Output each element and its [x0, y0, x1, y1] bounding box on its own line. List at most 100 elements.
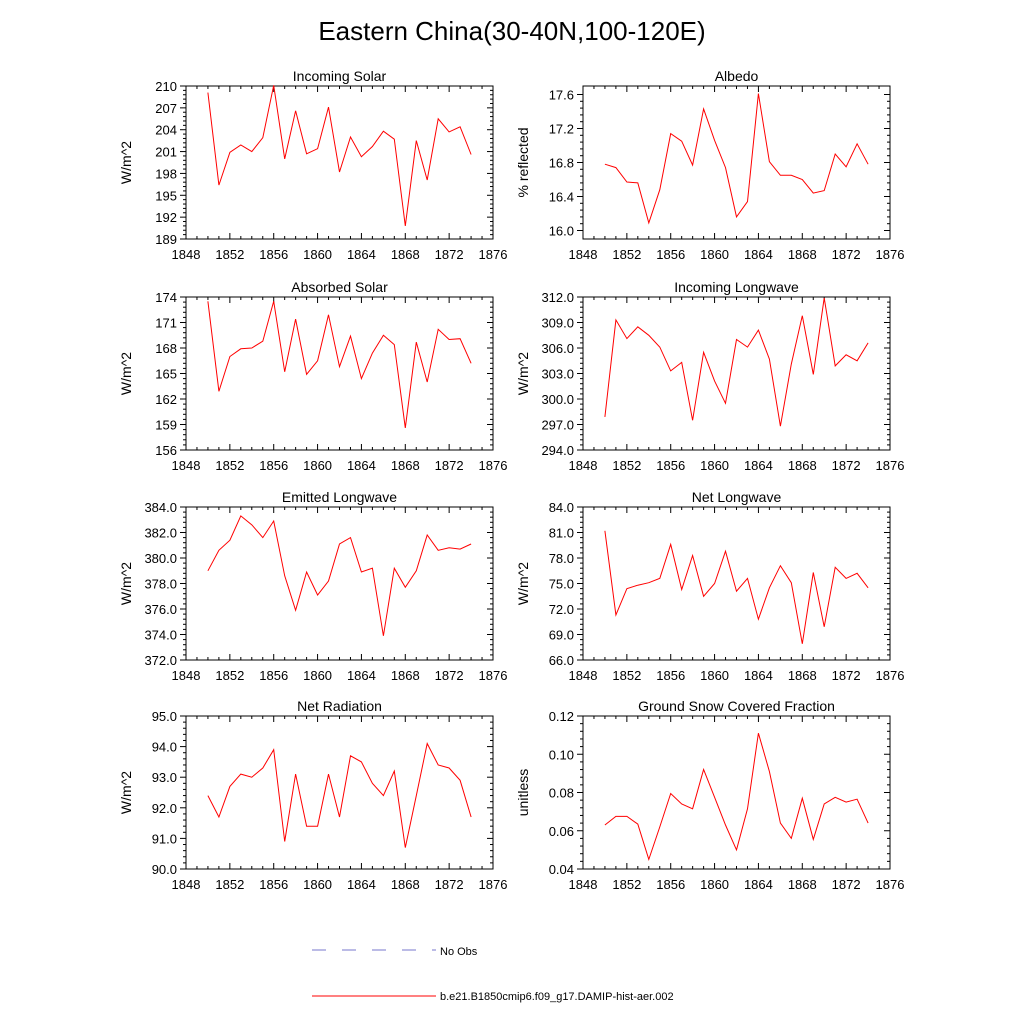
panel-0: Incoming Solar W/m^2 1848 1852 1856 1860 1864 1… [118, 68, 507, 262]
panel-title: Emitted Longwave [282, 489, 397, 505]
x-tick-label: 1848 [569, 877, 598, 892]
panel-title: Albedo [715, 68, 759, 84]
panel-5: Net Longwave W/m^2 1848 1852 1856 1860 1864 186… [515, 489, 904, 683]
x-tick-label: 1864 [744, 668, 773, 683]
y-tick-label: 90.0 [152, 862, 177, 877]
series-line [604, 93, 869, 225]
y-tick-label: 75.0 [549, 577, 574, 592]
x-tick-label: 1872 [832, 247, 861, 262]
x-tick-label: 1860 [700, 668, 729, 683]
x-tick-label: 1868 [788, 668, 817, 683]
x-tick-label: 1864 [744, 458, 773, 473]
x-tick-label: 1852 [215, 668, 244, 683]
y-tick-label: 81.0 [549, 526, 574, 541]
y-axis-label: % reflected [515, 127, 531, 197]
x-tick-label: 1848 [172, 458, 201, 473]
y-tick-label: 16.8 [549, 156, 574, 171]
y-tick-label: 0.10 [549, 747, 574, 762]
y-tick-label: 174 [155, 290, 177, 305]
y-tick-label: 210 [155, 79, 177, 94]
x-tick-label: 1872 [435, 458, 464, 473]
series-line [207, 85, 472, 226]
x-tick-label: 1848 [569, 668, 598, 683]
y-axis-label: W/m^2 [118, 771, 134, 814]
y-tick-label: 16.4 [549, 190, 574, 205]
y-tick-label: 0.08 [549, 786, 574, 801]
y-tick-label: 0.12 [549, 709, 574, 724]
x-tick-label: 1852 [612, 458, 641, 473]
panel-title: Net Radiation [297, 698, 382, 714]
x-tick-label: 1876 [479, 458, 508, 473]
legend: No Obs b.e21.B1850cmip6.f09_g17.DAMIP-hi… [312, 946, 674, 1003]
panel-title: Net Longwave [692, 489, 782, 505]
x-tick-label: 1868 [788, 247, 817, 262]
x-tick-label: 1856 [656, 247, 685, 262]
x-tick-label: 1876 [876, 877, 905, 892]
x-tick-label: 1856 [656, 668, 685, 683]
y-tick-label: 312.0 [541, 290, 574, 305]
y-tick-label: 69.0 [549, 628, 574, 643]
x-tick-label: 1872 [832, 877, 861, 892]
y-tick-label: 372.0 [144, 653, 177, 668]
x-tick-label: 1856 [259, 458, 288, 473]
y-tick-label: 198 [155, 166, 177, 181]
plot-frame [582, 506, 891, 661]
legend-label-model: b.e21.B1850cmip6.f09_g17.DAMIP-hist-aer.… [440, 991, 674, 1003]
x-tick-label: 1876 [876, 668, 905, 683]
y-tick-label: 156 [155, 443, 177, 458]
y-tick-label: 303.0 [541, 367, 574, 382]
plot-frame [185, 506, 494, 661]
x-tick-label: 1876 [479, 247, 508, 262]
y-tick-label: 66.0 [549, 653, 574, 668]
x-tick-label: 1856 [259, 247, 288, 262]
x-tick-label: 1860 [303, 877, 332, 892]
panel-1: Albedo % reflected 1848 1852 1856 1860 1864 186… [515, 68, 904, 262]
panel-title: Incoming Longwave [674, 279, 799, 295]
panel-6: Net Radiation W/m^2 1848 1852 1856 1860 1864 18… [118, 698, 507, 892]
y-tick-label: 306.0 [541, 341, 574, 356]
y-tick-label: 162 [155, 392, 177, 407]
y-tick-label: 72.0 [549, 602, 574, 617]
x-tick-label: 1868 [788, 877, 817, 892]
y-tick-label: 382.0 [144, 526, 177, 541]
x-tick-label: 1848 [172, 668, 201, 683]
y-axis-label: unitless [515, 769, 531, 816]
panel-7: Ground Snow Covered Fraction unitless 1848… [515, 698, 904, 892]
y-tick-label: 17.6 [549, 88, 574, 103]
x-tick-label: 1876 [479, 668, 508, 683]
x-tick-label: 1872 [832, 458, 861, 473]
y-axis-label: W/m^2 [118, 562, 134, 605]
panel-2: Absorbed Solar W/m^2 1848 1852 1856 1860 1864 1… [118, 279, 507, 473]
x-tick-label: 1868 [788, 458, 817, 473]
y-tick-label: 300.0 [541, 392, 574, 407]
legend-label-no-obs: No Obs [440, 946, 478, 958]
series-line [207, 742, 472, 848]
x-tick-label: 1864 [347, 877, 376, 892]
y-tick-label: 159 [155, 418, 177, 433]
x-tick-label: 1848 [172, 877, 201, 892]
y-tick-label: 192 [155, 210, 177, 225]
y-tick-label: 17.2 [549, 122, 574, 137]
x-tick-label: 1864 [347, 458, 376, 473]
series-line [207, 301, 472, 428]
y-tick-label: 171 [155, 316, 177, 331]
x-tick-label: 1860 [303, 458, 332, 473]
x-tick-label: 1864 [347, 668, 376, 683]
y-tick-label: 94.0 [152, 740, 177, 755]
x-tick-label: 1872 [435, 668, 464, 683]
y-axis-label: W/m^2 [515, 352, 531, 395]
y-tick-label: 309.0 [541, 316, 574, 331]
y-tick-label: 201 [155, 145, 177, 160]
x-tick-label: 1848 [569, 247, 598, 262]
y-tick-label: 165 [155, 367, 177, 382]
y-tick-label: 78.0 [549, 551, 574, 566]
y-tick-label: 95.0 [152, 709, 177, 724]
y-axis-label: W/m^2 [118, 141, 134, 184]
x-tick-label: 1848 [172, 247, 201, 262]
series-line [604, 297, 869, 427]
x-tick-label: 1852 [215, 247, 244, 262]
x-tick-label: 1856 [656, 458, 685, 473]
x-tick-label: 1852 [215, 458, 244, 473]
figure-title: Eastern China(30-40N,100-120E) [318, 16, 705, 46]
